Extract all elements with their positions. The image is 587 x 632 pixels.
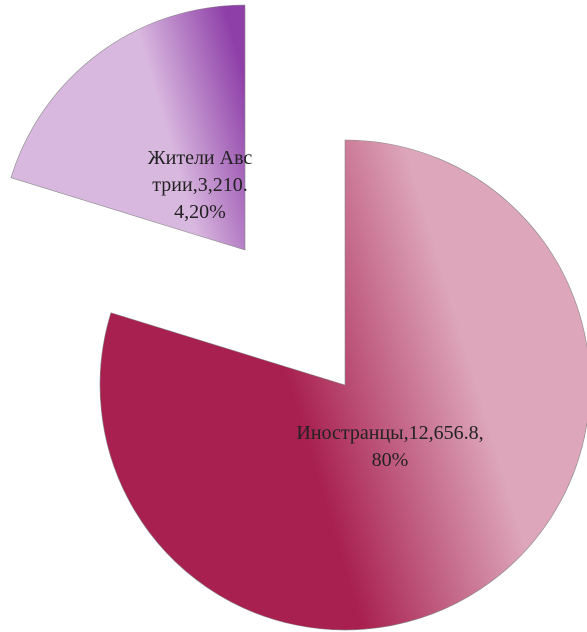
data-label: Иностранцы,12,656.8,80% <box>296 422 484 471</box>
pie-slice <box>99 139 587 631</box>
data-label: Жители Австрии,3,210.4,20% <box>147 147 253 223</box>
pie-slice <box>10 4 246 251</box>
